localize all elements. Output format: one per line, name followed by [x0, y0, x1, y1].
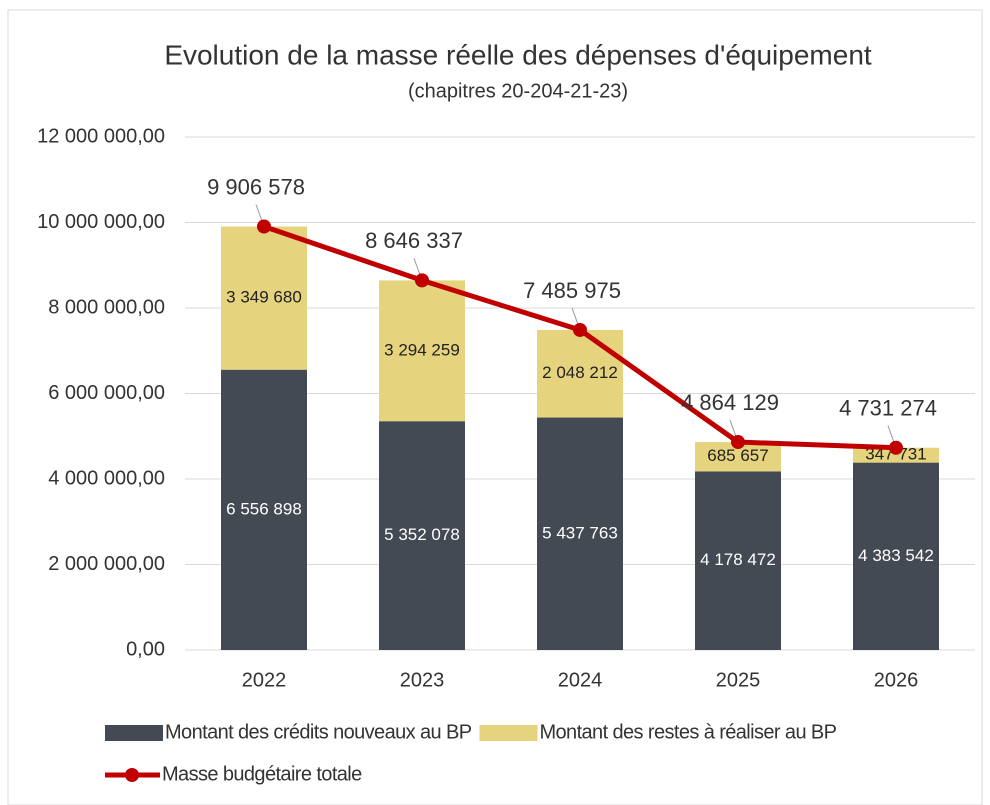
chart-subtitle: (chapitres 20-204-21-23): [408, 80, 628, 102]
x-tick-label: 2026: [874, 669, 919, 691]
data-label: 685 657: [707, 446, 768, 465]
bar-segment: [221, 226, 307, 370]
bar-segment: [537, 417, 623, 650]
bar-segment: [853, 462, 939, 650]
line-point: [731, 435, 745, 450]
legend-label: Masse budgétaire totale: [162, 763, 362, 785]
data-label: 4 383 542: [858, 546, 934, 565]
chart-title: Evolution de la masse réelle des dépense…: [164, 39, 872, 70]
x-tick-label: 2024: [558, 669, 603, 691]
data-label: 4 731 274: [839, 396, 937, 421]
data-label: 9 906 578: [207, 174, 305, 199]
y-tick-label: 6 000 000,00: [48, 382, 165, 404]
y-tick-label: 4 000 000,00: [48, 467, 165, 489]
line-point: [573, 322, 587, 337]
y-tick-label: 0,00: [126, 638, 165, 660]
x-tick-label: 2023: [400, 669, 445, 691]
bar-segment: [379, 280, 465, 422]
bar-segment: [537, 329, 623, 418]
line-point: [257, 219, 271, 234]
bar-segment: [379, 421, 465, 650]
data-label: 2 048 212: [542, 363, 618, 382]
bar-segment: [853, 447, 939, 463]
data-label: 3 294 259: [384, 340, 460, 359]
data-label: 6 556 898: [226, 499, 302, 518]
legend-label: Montant des restes à réaliser au BP: [539, 721, 836, 743]
chart-frame: [7, 9, 983, 805]
data-label: 5 437 763: [542, 523, 618, 542]
data-label: 7 485 975: [523, 278, 621, 303]
x-tick-label: 2025: [716, 669, 761, 691]
bar-segment: [695, 471, 781, 650]
data-label: 8 646 337: [365, 228, 463, 253]
line-point: [889, 440, 903, 455]
data-label: 4 178 472: [700, 550, 776, 569]
line-point: [415, 273, 429, 288]
bar-segment: [221, 369, 307, 650]
y-tick-label: 8 000 000,00: [48, 296, 165, 318]
data-label: 3 349 680: [226, 288, 302, 307]
data-label: 5 352 078: [384, 525, 460, 544]
legend-swatch: [479, 725, 538, 741]
y-tick-label: 2 000 000,00: [48, 553, 165, 575]
y-tick-label: 12 000 000,00: [37, 125, 165, 147]
legend-swatch: [125, 768, 139, 782]
data-label: 4 864 129: [681, 390, 779, 415]
legend-swatch: [105, 725, 163, 741]
y-tick-label: 10 000 000,00: [37, 211, 165, 233]
legend-label: Montant des crédits nouveaux au BP: [165, 721, 472, 743]
x-tick-label: 2022: [242, 669, 287, 691]
